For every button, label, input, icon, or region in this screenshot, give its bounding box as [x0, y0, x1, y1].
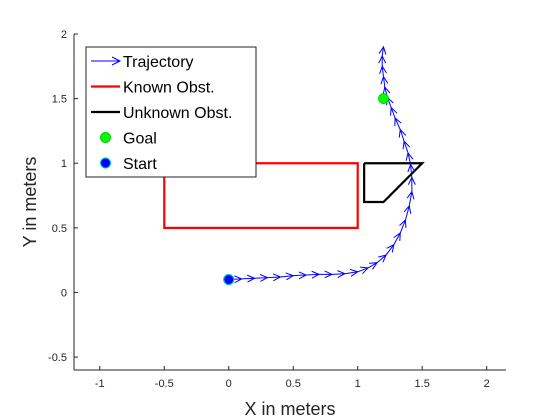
trajectory-arrow	[403, 204, 412, 221]
goal-marker	[378, 93, 389, 105]
trajectory-arrow	[267, 273, 282, 282]
x-tick-label: 2	[484, 378, 490, 390]
legend-label: Trajectory	[123, 54, 194, 71]
x-tick-label: -0.5	[155, 378, 174, 390]
x-tick-label: 0	[226, 378, 232, 390]
y-tick-label: 0.5	[52, 223, 67, 235]
y-tick-label: 2	[61, 29, 67, 41]
trajectory-arrow	[376, 254, 387, 264]
y-axis-label: Y in meters	[20, 157, 40, 248]
trajectory-arrow	[254, 274, 269, 282]
legend-label: Unknown Obst.	[123, 105, 232, 122]
trajectory-arrow	[406, 190, 415, 206]
unknown-obstacle	[363, 162, 425, 204]
trajectory-arrow	[399, 219, 407, 234]
x-tick-label: 0.5	[286, 378, 301, 390]
y-tick-label: -0.5	[48, 352, 67, 364]
legend: Trajectory Known Obst. Unknown Obst. Goal St…	[85, 46, 257, 178]
trajectory-arrow	[393, 232, 401, 245]
y-tick-label: 1	[61, 158, 67, 170]
legend-swatch-dot	[100, 157, 111, 169]
trajectory-arrow	[378, 45, 387, 57]
trajectory-arrow	[385, 243, 395, 256]
legend-label: Start	[123, 156, 157, 173]
trajectory-arrow	[367, 262, 379, 270]
start-marker	[223, 273, 235, 286]
trajectory-arrow	[319, 270, 334, 279]
known-obstacle	[163, 162, 359, 229]
trajectory-arrow	[398, 128, 407, 142]
trajectory-arrow	[379, 65, 387, 77]
x-axis-label: X in meters	[244, 399, 335, 419]
trajectory-arrow	[389, 106, 398, 119]
trajectory-arrow	[344, 268, 359, 277]
trajectory-arrow	[293, 271, 308, 280]
legend-label: Goal	[123, 131, 157, 148]
trajectory-arrow	[241, 274, 256, 283]
trajectory-arrow	[378, 54, 387, 67]
legend-label: Known Obst.	[123, 80, 215, 97]
x-tick-label: -1	[95, 378, 105, 390]
legend-swatch-dot	[100, 132, 111, 143]
trajectory-arrow	[402, 140, 411, 154]
trajectory-arrow	[306, 270, 321, 279]
trajectory-arrow	[357, 266, 370, 275]
x-tick-label: 1.5	[415, 378, 430, 390]
x-tick-label: 1	[355, 378, 361, 390]
trajectory-arrow	[280, 272, 295, 281]
trajectory-arrow	[380, 75, 389, 88]
trajectory-arrow	[394, 116, 402, 130]
trajectory-arrow	[331, 270, 346, 278]
y-tick-label: 0	[61, 287, 67, 299]
legend-swatch-trajectory	[91, 56, 122, 66]
y-tick-label: 1.5	[52, 94, 67, 106]
trajectory-arrow	[407, 176, 416, 192]
